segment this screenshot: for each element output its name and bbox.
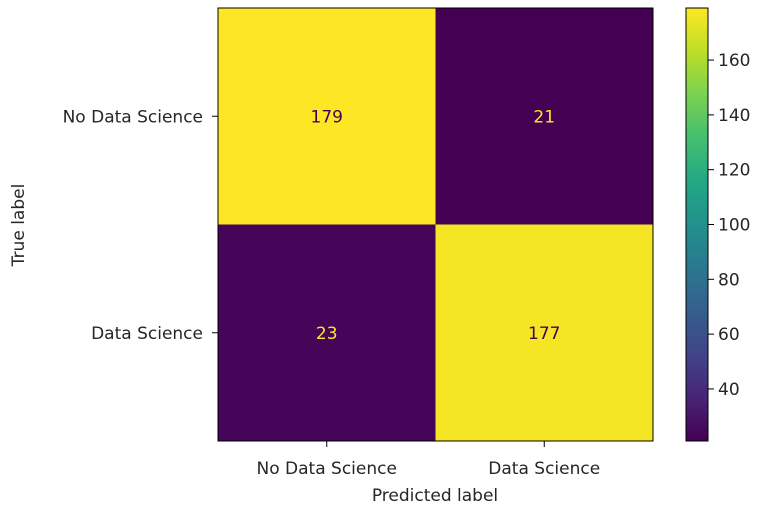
plot-frame [217, 7, 654, 442]
heatmap-cell-r0-c0 [218, 8, 436, 225]
y-axis-label: True label [9, 184, 29, 268]
colorbar-tick-label: 40 [718, 380, 740, 400]
cell-value-labels: 179 21 23 177 [311, 107, 561, 344]
cell-value-label-r0-c1: 21 [533, 107, 555, 127]
colorbar-tick-label: 120 [718, 161, 750, 181]
y-tick-label: Data Science [91, 324, 203, 344]
cell-value-label-r1-c1: 177 [528, 324, 560, 344]
heatmap-cell-r0-c1 [435, 8, 653, 225]
heatmap-cell-r1-c1 [435, 224, 653, 441]
heatmap-cells [218, 8, 653, 441]
colorbar-ticks: 40 60 80 100 120 140 160 [708, 51, 750, 400]
x-axis-label: Predicted label [372, 486, 498, 506]
heatmap-cell-r1-c0 [218, 224, 436, 441]
colorbar-tick-label: 80 [718, 270, 740, 290]
cell-value-label-r0-c0: 179 [311, 107, 343, 127]
colorbar [685, 7, 709, 442]
colorbar-tick-label: 100 [718, 216, 750, 236]
cell-value-label-r1-c0: 23 [316, 324, 338, 344]
colorbar-tick-label: 140 [718, 106, 750, 126]
x-tick-label: Data Science [488, 459, 600, 479]
colorbar-tick-label: 60 [718, 325, 740, 345]
x-tick-label: No Data Science [257, 459, 397, 479]
x-axis-ticks: No Data Science Data Science [257, 441, 600, 479]
colorbar-tick-label: 160 [718, 51, 750, 71]
y-tick-label: No Data Science [63, 107, 203, 127]
y-axis-ticks: No Data Science Data Science [63, 107, 218, 344]
